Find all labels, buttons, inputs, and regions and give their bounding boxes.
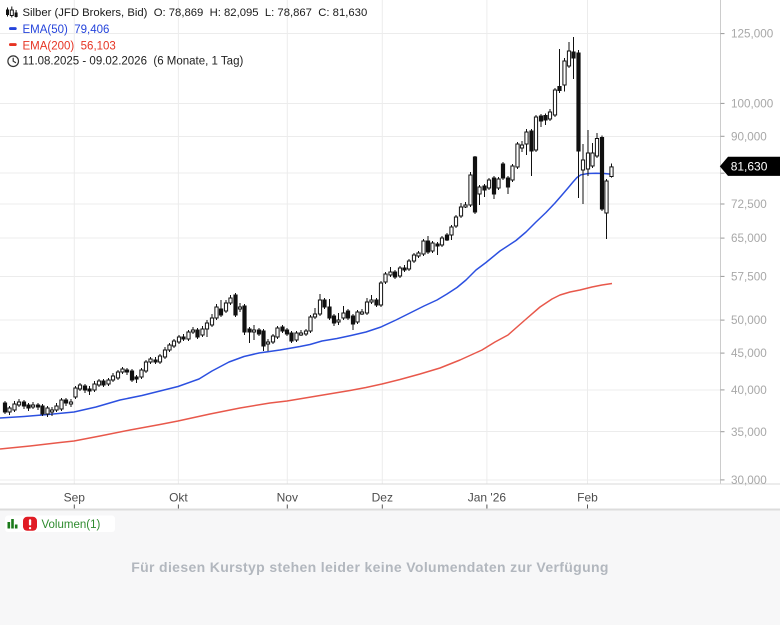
svg-text:72,500: 72,500 xyxy=(731,198,767,211)
svg-text:57,500: 57,500 xyxy=(731,271,767,284)
svg-text:Nov: Nov xyxy=(277,491,298,505)
svg-text:Dez: Dez xyxy=(372,491,393,505)
svg-text:11.08.2025 - 09.02.2026 (6 Mo: 11.08.2025 - 09.02.2026 (6 Monate, 1 Tag… xyxy=(23,55,244,67)
svg-text:Okt: Okt xyxy=(169,491,188,505)
svg-text:65,000: 65,000 xyxy=(731,232,767,245)
svg-text:Feb: Feb xyxy=(577,491,598,505)
svg-text:Sep: Sep xyxy=(64,491,86,505)
svg-text:Jan '26: Jan '26 xyxy=(468,491,507,505)
svg-text:Silber (JFD Brokers, Bid) O:: Silber (JFD Brokers, Bid) O: 78,869 H: 8… xyxy=(23,7,368,19)
svg-text:125,000: 125,000 xyxy=(731,28,774,41)
svg-text:81,630: 81,630 xyxy=(731,160,768,174)
svg-text:30,000: 30,000 xyxy=(731,474,767,487)
svg-text:45,000: 45,000 xyxy=(731,347,767,360)
svg-text:90,000: 90,000 xyxy=(731,130,767,143)
svg-text:100,000: 100,000 xyxy=(731,98,774,111)
svg-text:EMA(200) 56,103: EMA(200) 56,103 xyxy=(23,40,116,52)
svg-text:40,000: 40,000 xyxy=(731,384,767,397)
svg-text:Für diesen Kurstyp stehen leid: Für diesen Kurstyp stehen leider keine V… xyxy=(131,559,609,575)
svg-text:35,000: 35,000 xyxy=(731,426,767,439)
svg-text:Volumen(1): Volumen(1) xyxy=(42,519,101,531)
svg-text:EMA(50) 79,406: EMA(50) 79,406 xyxy=(23,24,110,36)
svg-text:50,000: 50,000 xyxy=(731,314,767,327)
